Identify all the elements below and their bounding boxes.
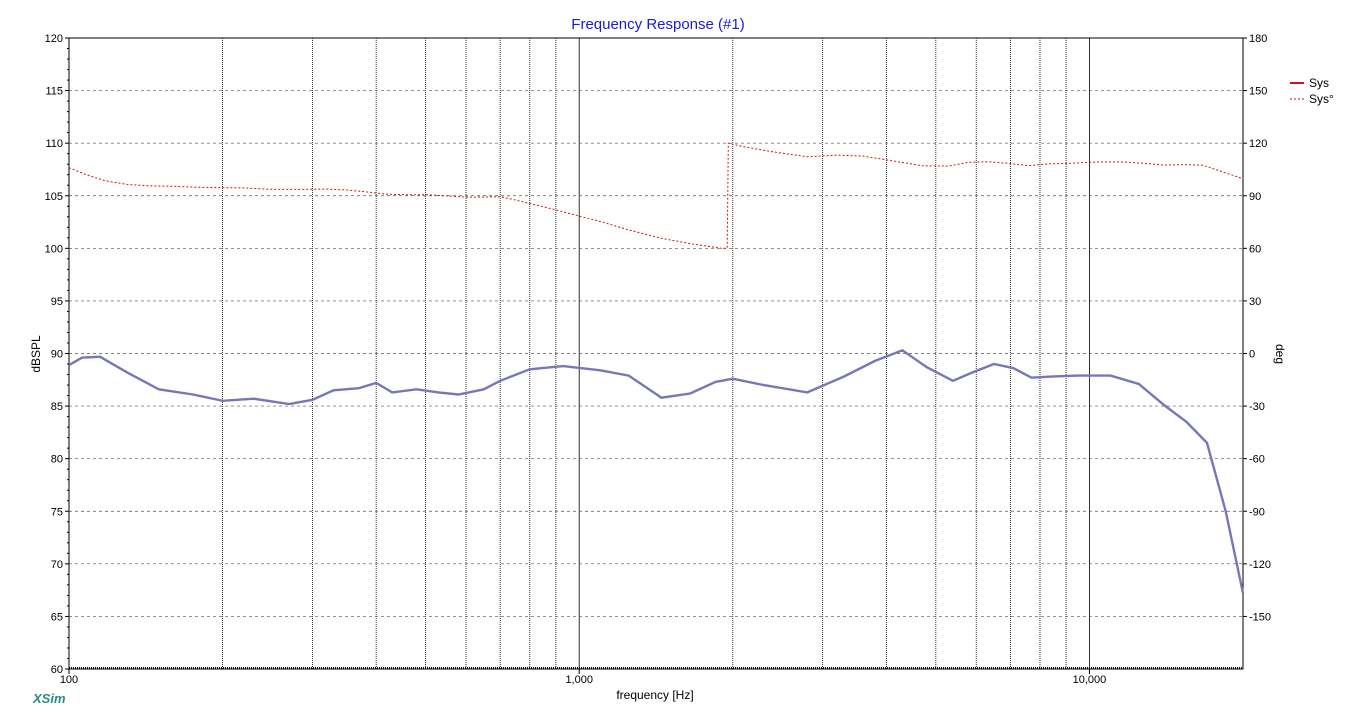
- y-tick-label-left: 60: [51, 664, 63, 676]
- x-tick-label: 1,000: [565, 674, 593, 686]
- y-tick-label-right: 30: [1249, 296, 1261, 308]
- y-tick-label-left: 85: [51, 401, 63, 413]
- y-tick-label-left: 65: [51, 611, 63, 623]
- series-line-sys: [68, 348, 1245, 594]
- y-tick-label-left: 80: [51, 454, 63, 466]
- y-tick-label-right: 120: [1249, 138, 1267, 150]
- y-tick-label-left: 95: [51, 296, 63, 308]
- tick-labels: 60 65 70 75 80 85 90 95 100 105 110 115 120 -150 -120 -…: [45, 33, 1271, 686]
- y-axis-left-label: dBSPL: [29, 335, 43, 373]
- x-tick-label: 100: [60, 674, 78, 686]
- y-tick-label-left: 100: [45, 243, 63, 255]
- series-line-sys-phase: [68, 142, 1244, 249]
- y-tick-label-right: -90: [1249, 506, 1265, 518]
- y-tick-label-right: -60: [1249, 454, 1265, 466]
- y-tick-label-right: 90: [1249, 191, 1261, 203]
- y-tick-label-right: 150: [1249, 86, 1267, 98]
- y-tick-label-left: 90: [51, 349, 63, 361]
- series-layer: [68, 142, 1245, 594]
- grid-lines: [69, 38, 1243, 669]
- y-tick-label-right: 60: [1249, 243, 1261, 255]
- legend-label-sys: Sys: [1309, 76, 1329, 90]
- y-axis-right-label: deg: [1273, 344, 1287, 364]
- y-tick-label-left: 115: [45, 86, 63, 98]
- x-axis-label: frequency [Hz]: [616, 688, 693, 702]
- y-tick-label-right: -30: [1249, 401, 1265, 413]
- y-tick-label-right: 0: [1249, 349, 1255, 361]
- legend: Sys Sys°: [1290, 76, 1334, 106]
- y-tick-label-right: -120: [1249, 559, 1271, 571]
- y-tick-label-left: 105: [45, 191, 63, 203]
- y-tick-label-left: 75: [51, 506, 63, 518]
- y-tick-label-left: 110: [45, 138, 63, 150]
- xsim-logo: XSim: [33, 691, 66, 706]
- chart-title: Frequency Response (#1): [571, 16, 744, 33]
- y-tick-label-left: 120: [45, 33, 63, 45]
- x-tick-label: 10,000: [1073, 674, 1107, 686]
- y-tick-label-right: 180: [1249, 33, 1267, 45]
- legend-label-sys-phase: Sys°: [1309, 92, 1334, 106]
- y-tick-label-left: 70: [51, 559, 63, 571]
- y-tick-label-right: -150: [1249, 611, 1271, 623]
